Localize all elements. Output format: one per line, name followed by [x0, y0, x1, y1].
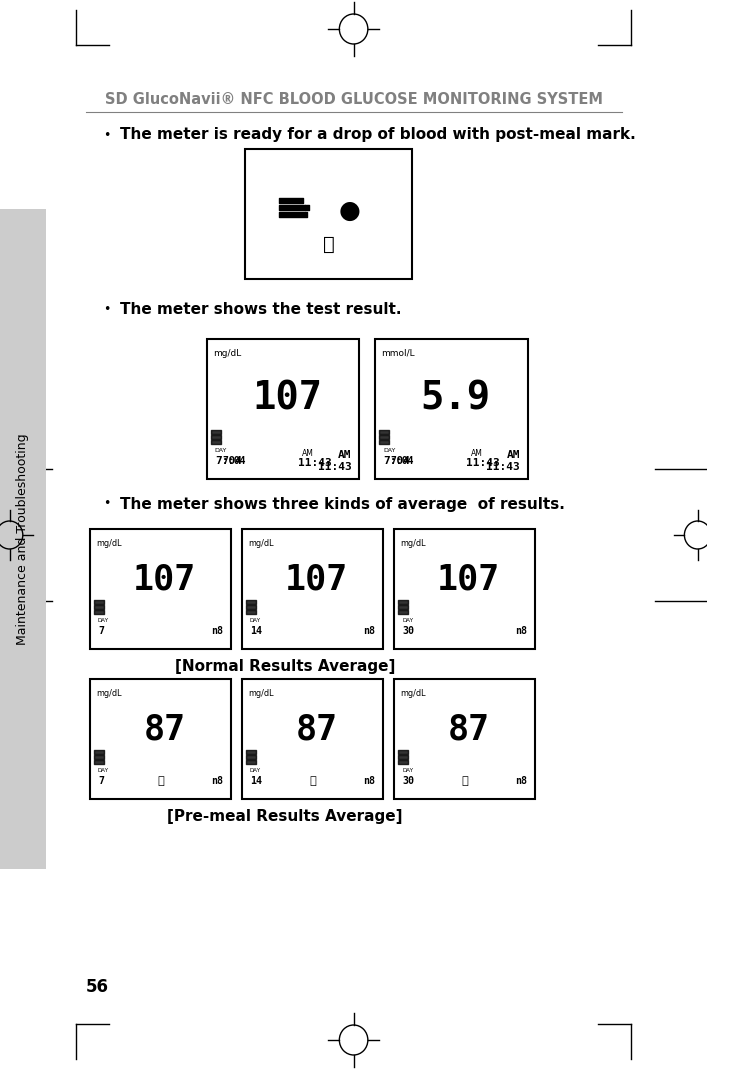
- Text: DAY: DAY: [402, 769, 413, 774]
- Text: DAY: DAY: [402, 619, 413, 623]
- Text: 7: 7: [98, 776, 104, 786]
- Text: 107: 107: [252, 379, 322, 418]
- Text: 7:04: 7:04: [383, 456, 410, 466]
- Text: DAY: DAY: [98, 769, 109, 774]
- FancyBboxPatch shape: [90, 679, 231, 799]
- Text: n8: n8: [516, 776, 527, 786]
- Text: 14: 14: [250, 626, 262, 636]
- Text: 🍎: 🍎: [323, 234, 335, 253]
- Text: DAY: DAY: [215, 449, 227, 453]
- Text: •: •: [103, 128, 110, 141]
- Text: n8: n8: [364, 626, 376, 636]
- Text: mg/dL: mg/dL: [400, 690, 426, 698]
- Text: mmol/L: mmol/L: [381, 348, 415, 358]
- Text: mg/dL: mg/dL: [400, 539, 426, 548]
- Text: [Pre-meal Results Average]: [Pre-meal Results Average]: [167, 809, 403, 824]
- FancyBboxPatch shape: [394, 529, 535, 649]
- Text: •: •: [103, 497, 110, 511]
- Text: [Normal Results Average]: [Normal Results Average]: [175, 660, 395, 675]
- Text: 87: 87: [447, 712, 490, 746]
- Text: SD GlucoNavii® NFC BLOOD GLUCOSE MONITORING SYSTEM: SD GlucoNavii® NFC BLOOD GLUCOSE MONITOR…: [105, 92, 603, 107]
- Text: n8: n8: [364, 776, 376, 786]
- Text: DAY: DAY: [250, 619, 261, 623]
- Text: 7:04: 7:04: [215, 456, 242, 466]
- FancyBboxPatch shape: [90, 529, 231, 649]
- Text: 87: 87: [295, 712, 338, 746]
- Text: 56: 56: [86, 978, 109, 996]
- FancyBboxPatch shape: [246, 149, 411, 279]
- Text: mg/dL: mg/dL: [96, 690, 121, 698]
- FancyBboxPatch shape: [243, 679, 383, 799]
- Text: 5.9: 5.9: [420, 379, 490, 418]
- Text: 🍎: 🍎: [461, 776, 468, 786]
- FancyBboxPatch shape: [376, 339, 527, 479]
- Text: AM
11:43: AM 11:43: [486, 450, 520, 471]
- FancyBboxPatch shape: [394, 679, 535, 799]
- Text: ●: ●: [339, 199, 361, 223]
- Text: AM
11:43: AM 11:43: [318, 450, 352, 471]
- Text: n8: n8: [516, 626, 527, 636]
- Text: DAY: DAY: [383, 449, 396, 453]
- Text: 30: 30: [402, 776, 414, 786]
- Bar: [0, 210, 45, 869]
- Text: n8: n8: [211, 626, 223, 636]
- Text: The meter shows three kinds of average  of results.: The meter shows three kinds of average o…: [120, 496, 565, 511]
- Text: 7: 7: [98, 626, 104, 636]
- Text: 7:04: 7:04: [222, 456, 246, 466]
- Text: 🍎: 🍎: [310, 776, 316, 786]
- Text: The meter is ready for a drop of blood with post-meal mark.: The meter is ready for a drop of blood w…: [120, 127, 635, 142]
- Text: mg/dL: mg/dL: [213, 348, 241, 358]
- Text: The meter shows the test result.: The meter shows the test result.: [120, 301, 401, 316]
- Text: mg/dL: mg/dL: [96, 539, 121, 548]
- Text: AM: AM: [302, 449, 314, 459]
- Text: DAY: DAY: [98, 619, 109, 623]
- Text: n8: n8: [211, 776, 223, 786]
- Text: 30: 30: [402, 626, 414, 636]
- Text: 7:04: 7:04: [391, 456, 414, 466]
- FancyBboxPatch shape: [208, 339, 359, 479]
- Text: 11:43: 11:43: [466, 458, 499, 468]
- Text: 14: 14: [250, 776, 262, 786]
- Text: 107: 107: [285, 562, 348, 597]
- Text: 11:43: 11:43: [298, 458, 331, 468]
- Text: 87: 87: [144, 712, 185, 746]
- Text: •: •: [103, 303, 110, 315]
- Text: 🍎: 🍎: [157, 776, 164, 786]
- Text: mg/dL: mg/dL: [248, 690, 274, 698]
- Text: AM: AM: [470, 449, 482, 459]
- Text: 107: 107: [437, 562, 500, 597]
- Text: 107: 107: [132, 562, 196, 597]
- Text: mg/dL: mg/dL: [248, 539, 274, 548]
- FancyBboxPatch shape: [243, 529, 383, 649]
- Text: DAY: DAY: [250, 769, 261, 774]
- Text: Maintenance and Troubleshooting: Maintenance and Troubleshooting: [16, 433, 29, 645]
